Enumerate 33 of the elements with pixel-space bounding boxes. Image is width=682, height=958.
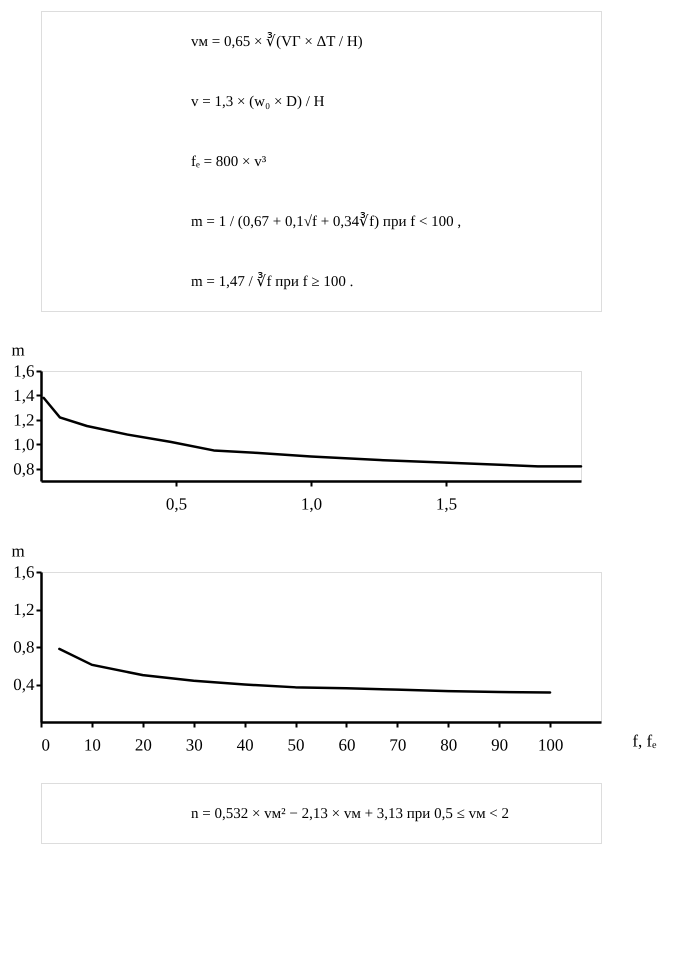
y-tick-label: 1,6 xyxy=(13,562,34,582)
line-series xyxy=(58,648,552,694)
x-tick-label: 40 xyxy=(236,736,254,754)
y-tick-label: 1,0 xyxy=(13,434,34,454)
x-tick-label: 1,0 xyxy=(300,494,322,514)
text: fₑ = 800 × v³ xyxy=(191,154,267,170)
text: m = 1 / (0,67 + 0,1√f + 0,34∛f) при f < 100 , xyxy=(191,212,462,230)
y-axis-title: m xyxy=(12,340,25,360)
y-tick-label: 0,4 xyxy=(13,675,35,694)
text: vм = 0,65 × ∛(VГ × ΔT / H) xyxy=(191,32,363,50)
y-tick-label: 1,2 xyxy=(13,410,34,430)
x-tick-label: 10 xyxy=(84,736,101,754)
x-tick-label: 80 xyxy=(440,736,458,754)
y-tick-label: 1,2 xyxy=(13,600,34,619)
x-tick-label: 90 xyxy=(491,736,508,754)
x-tick-label: 0,5 xyxy=(166,494,188,514)
x-tick-label: 70 xyxy=(389,736,406,754)
x-tick-label: 100 xyxy=(538,736,564,754)
x-tick-label: 60 xyxy=(338,736,356,754)
text: n = 0,532 × vм² − 2,13 × vм + 3,13 при 0,5 ≤ vм < 2 xyxy=(191,806,510,822)
y-axis-title: m xyxy=(12,542,25,560)
text: m = 1,47 / ∛f при f ≥ 100 . xyxy=(191,272,354,290)
x-tick-label: 1,5 xyxy=(436,494,458,514)
y-tick-label: 0,8 xyxy=(13,459,34,478)
x-tick-label: 0 xyxy=(42,736,50,754)
x-tick-label: 20 xyxy=(134,736,152,754)
y-tick-label: 0,8 xyxy=(13,638,34,656)
x-tick-label: 50 xyxy=(288,736,305,754)
x-axis-title: f, fₑ xyxy=(632,732,658,750)
x-tick-label: 30 xyxy=(186,736,203,754)
y-tick-label: 1,6 xyxy=(13,362,34,380)
y-tick-label: 1,4 xyxy=(13,386,35,405)
text: v = 1,3 × (w₀ × D) / H xyxy=(191,94,325,110)
